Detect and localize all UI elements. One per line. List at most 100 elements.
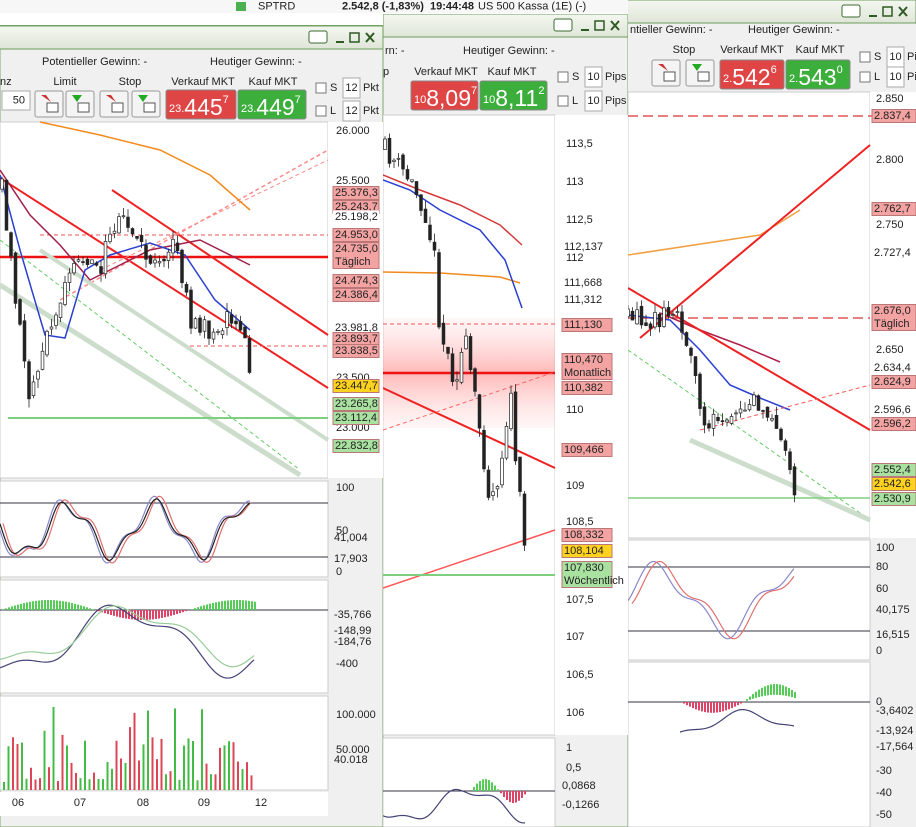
- close-button[interactable]: [365, 32, 375, 43]
- indicator-line: [0, 174, 251, 339]
- histogram-bar: [512, 791, 514, 803]
- checkbox[interactable]: [859, 51, 871, 63]
- price-tag: [871, 375, 916, 389]
- price-chart: [0, 121, 329, 479]
- price-main: 542: [732, 64, 770, 90]
- histogram-bar: [794, 692, 796, 699]
- candle: [666, 307, 671, 317]
- candle: [198, 317, 202, 333]
- axis-label: 60: [876, 583, 888, 595]
- sell-button[interactable]: [719, 59, 785, 90]
- buy-button[interactable]: [237, 89, 307, 120]
- candle: [779, 428, 783, 441]
- trend-line: [688, 437, 872, 523]
- price-sup: 7: [223, 94, 229, 106]
- axis-label: -30: [876, 765, 892, 777]
- sell-button[interactable]: [165, 89, 237, 120]
- buy-button[interactable]: [785, 59, 851, 90]
- candle: [419, 194, 423, 211]
- price-tag-note: Monatlich: [564, 367, 611, 379]
- volume-bar: [183, 745, 185, 790]
- histogram-bar: [26, 602, 28, 610]
- distance-input[interactable]: [584, 90, 603, 112]
- quantity-input[interactable]: [1, 90, 31, 111]
- volume-bar: [66, 745, 68, 790]
- price-tag-label: 110,470: [564, 354, 603, 366]
- price-prefix: 23.: [169, 103, 184, 115]
- candle: [117, 216, 121, 234]
- histogram-bar: [788, 688, 790, 697]
- price-tag: [561, 544, 613, 558]
- trend-line: [99, 159, 329, 271]
- price-tag-label: 23.981,8: [335, 322, 378, 334]
- checkbox-label: L: [330, 105, 336, 117]
- maximize-button[interactable]: [882, 6, 893, 17]
- checkbox[interactable]: [557, 95, 569, 107]
- axis-label: 100: [876, 542, 894, 554]
- candle: [513, 391, 518, 462]
- checkbox[interactable]: [315, 105, 327, 117]
- volume-bar: [111, 768, 113, 790]
- price-tag-label: 112,137: [564, 241, 603, 253]
- indicator-line: [628, 560, 795, 640]
- candle: [765, 406, 770, 418]
- distance-value: 12: [345, 82, 357, 94]
- distance-input[interactable]: [584, 66, 603, 88]
- volume-bar: [219, 747, 221, 790]
- price-tag: [871, 304, 916, 331]
- quote: 2.542,8 (-1,83%): [342, 0, 424, 12]
- candle: [27, 361, 31, 400]
- checkbox[interactable]: [557, 71, 569, 83]
- indicator-line: [0, 495, 251, 564]
- histogram-bar: [749, 696, 751, 700]
- histogram-bar: [161, 610, 163, 618]
- histogram-bar: [65, 601, 67, 610]
- histogram-bar: [107, 610, 109, 615]
- close-button[interactable]: [610, 20, 620, 31]
- volume-bar: [102, 779, 104, 790]
- close-button[interactable]: [898, 6, 908, 17]
- buy-button[interactable]: [479, 80, 548, 111]
- histogram-bar: [179, 610, 181, 614]
- price-tag: [333, 210, 379, 224]
- sell-button[interactable]: [410, 80, 479, 111]
- trend-line: [383, 529, 556, 589]
- price-tag: [561, 353, 613, 380]
- indicator-line: [0, 605, 255, 668]
- distance-input[interactable]: [342, 77, 361, 99]
- distance-input[interactable]: [342, 100, 361, 122]
- histogram-bar: [152, 610, 154, 620]
- checkbox[interactable]: [859, 71, 871, 83]
- indicator-line: [0, 498, 251, 561]
- keyboard-button[interactable]: [308, 30, 328, 44]
- maximize-button[interactable]: [594, 20, 605, 31]
- checkbox[interactable]: [315, 82, 327, 94]
- trend-line: [0, 239, 301, 471]
- price-prefix: 10: [483, 94, 495, 106]
- keyboard-button[interactable]: [553, 18, 573, 32]
- price-tag-label: 24.474,3: [335, 275, 378, 287]
- keyboard-button[interactable]: [841, 4, 861, 18]
- candle: [144, 244, 148, 260]
- histogram-bar: [32, 601, 34, 610]
- histogram-bar: [221, 601, 223, 610]
- distance-input[interactable]: [886, 66, 905, 88]
- price-tag-label: 2.552,4: [874, 464, 911, 476]
- checkbox-label: S: [572, 71, 579, 83]
- candle: [135, 236, 139, 239]
- volume-bar: [12, 737, 14, 790]
- candle: [31, 381, 36, 397]
- histogram-bar: [488, 780, 490, 791]
- indicator-line: [2, 495, 252, 564]
- checkbox-label: L: [572, 95, 578, 107]
- indicator-line: [679, 708, 795, 733]
- indicator-line: [0, 604, 255, 679]
- histogram-bar: [158, 610, 160, 619]
- price-tag-label: 107,830: [564, 562, 604, 574]
- price-tag: [872, 246, 916, 260]
- histogram-bar: [17, 604, 19, 610]
- trend-line: [38, 248, 330, 442]
- maximize-button[interactable]: [349, 32, 360, 43]
- volume-bar: [165, 774, 167, 790]
- daily-profit: Heutiger Gewinn: -: [210, 56, 302, 68]
